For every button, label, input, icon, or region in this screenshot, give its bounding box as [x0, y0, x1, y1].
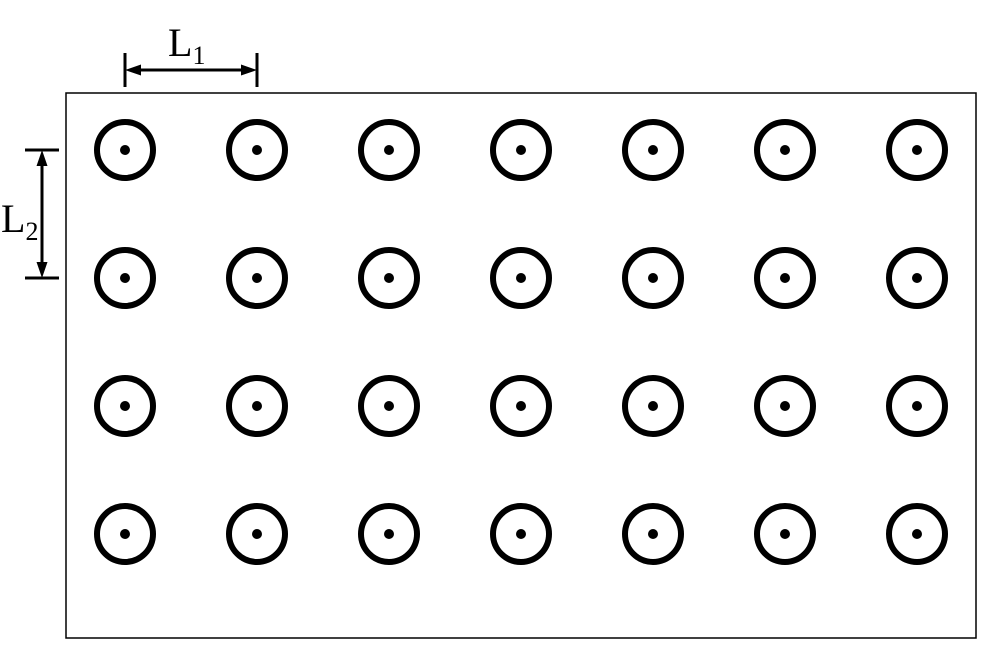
- grid-dot: [912, 145, 922, 155]
- grid-dot: [384, 273, 394, 283]
- grid-dot: [120, 273, 130, 283]
- grid-dot: [912, 273, 922, 283]
- grid-dot: [912, 529, 922, 539]
- grid-dot: [780, 145, 790, 155]
- grid-dot: [780, 529, 790, 539]
- grid-dot: [780, 273, 790, 283]
- grid-dot: [912, 401, 922, 411]
- grid-dot: [648, 529, 658, 539]
- dot-array-diagram: L1L2: [0, 0, 991, 647]
- grid-dot: [384, 529, 394, 539]
- grid-dot: [252, 529, 262, 539]
- grid-dot: [120, 401, 130, 411]
- grid-dot: [516, 529, 526, 539]
- grid-dot: [120, 145, 130, 155]
- grid-dot: [648, 273, 658, 283]
- grid-dot: [516, 273, 526, 283]
- grid-dot: [384, 145, 394, 155]
- grid-dot: [384, 401, 394, 411]
- grid-dot: [648, 401, 658, 411]
- grid-dot: [252, 401, 262, 411]
- grid-dot: [516, 145, 526, 155]
- grid-dot: [120, 529, 130, 539]
- grid-dot: [252, 145, 262, 155]
- grid-dot: [648, 145, 658, 155]
- grid-dot: [516, 401, 526, 411]
- grid-dot: [780, 401, 790, 411]
- grid-dot: [252, 273, 262, 283]
